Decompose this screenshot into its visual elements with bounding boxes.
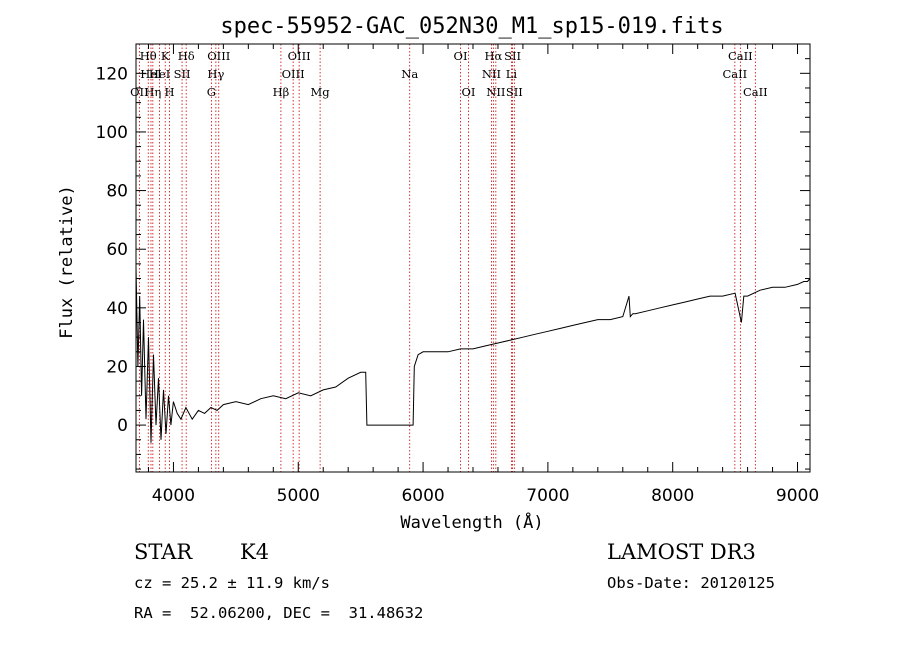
x-tick-label: 6000 bbox=[401, 486, 444, 506]
spectral-line-label: K bbox=[161, 49, 170, 63]
spectral-line-label: OIII bbox=[282, 67, 305, 81]
observation-date: Obs-Date: 20120125 bbox=[607, 574, 775, 592]
y-tick-label: 60 bbox=[106, 240, 128, 260]
spectral-line-label: HeI bbox=[140, 67, 161, 81]
object-subclass: K4 bbox=[240, 540, 270, 564]
spectral-line-label: Hβ bbox=[273, 85, 290, 99]
x-axis-label: Wavelength (Å) bbox=[400, 511, 543, 533]
x-tick-label: 7000 bbox=[526, 486, 569, 506]
x-tick-label: 5000 bbox=[277, 486, 320, 506]
spectral-line-label: Li bbox=[506, 67, 518, 81]
spectral-line-label: OII bbox=[130, 85, 149, 99]
spectral-line-label: Hγ bbox=[207, 67, 224, 81]
y-tick-label: 20 bbox=[106, 357, 128, 377]
spectral-line-label: Hη bbox=[144, 85, 161, 99]
spectral-line-label: SII bbox=[504, 49, 521, 63]
y-axis-label: Flux (relative) bbox=[57, 185, 77, 339]
spectral-line-label: OIII bbox=[288, 49, 311, 63]
spectral-line-label: Hδ bbox=[178, 49, 195, 63]
y-tick-label: 40 bbox=[106, 299, 128, 319]
spectrum-series-line bbox=[135, 266, 811, 443]
spectral-line-label: Na bbox=[401, 67, 418, 81]
spectral-line-label: Hθ bbox=[140, 49, 157, 63]
spectral-line-label: OI bbox=[454, 49, 468, 63]
spectral-line-label: H bbox=[165, 85, 175, 99]
spectral-line-label: CaII bbox=[722, 67, 747, 81]
survey-name: LAMOST DR3 bbox=[607, 540, 756, 564]
coordinates: RA = 52.06200, DEC = 31.48632 bbox=[134, 604, 424, 622]
plot-frame bbox=[135, 43, 811, 473]
y-tick-label: 0 bbox=[117, 416, 128, 436]
spectral-line-label: NII bbox=[486, 85, 505, 99]
spectral-line-label: SII bbox=[506, 85, 523, 99]
spectral-line-label: G bbox=[207, 85, 216, 99]
spectral-line-label: CaII bbox=[728, 49, 753, 63]
spectral-line-label: OIII bbox=[207, 49, 230, 63]
axis-ticks: 4000 5000 6000 7000 8000 9000 0 20 40 60 80 100 120 bbox=[96, 43, 819, 506]
spectral-line-label: HeI bbox=[149, 67, 170, 81]
spectral-line-label: OI bbox=[462, 85, 476, 99]
spectral-line-label: Hα bbox=[484, 49, 502, 63]
x-tick-label: 9000 bbox=[776, 486, 819, 506]
spectral-line-markers bbox=[138, 44, 756, 472]
y-tick-label: 100 bbox=[96, 123, 128, 143]
spectral-line-label: NII bbox=[482, 67, 501, 81]
x-tick-label: 8000 bbox=[651, 486, 694, 506]
y-tick-label: 80 bbox=[106, 182, 128, 202]
chart-title: spec-55952-GAC_052N30_M1_sp15-019.fits bbox=[220, 14, 723, 39]
object-class: STAR bbox=[134, 540, 193, 564]
spectral-line-label: CaII bbox=[743, 85, 768, 99]
spectral-line-label: Mg bbox=[311, 85, 331, 99]
redshift-velocity: cz = 25.2 ± 11.9 km/s bbox=[134, 574, 330, 592]
x-tick-label: 4000 bbox=[152, 486, 195, 506]
spectral-line-label: SII bbox=[174, 67, 191, 81]
y-tick-label: 120 bbox=[96, 64, 128, 84]
